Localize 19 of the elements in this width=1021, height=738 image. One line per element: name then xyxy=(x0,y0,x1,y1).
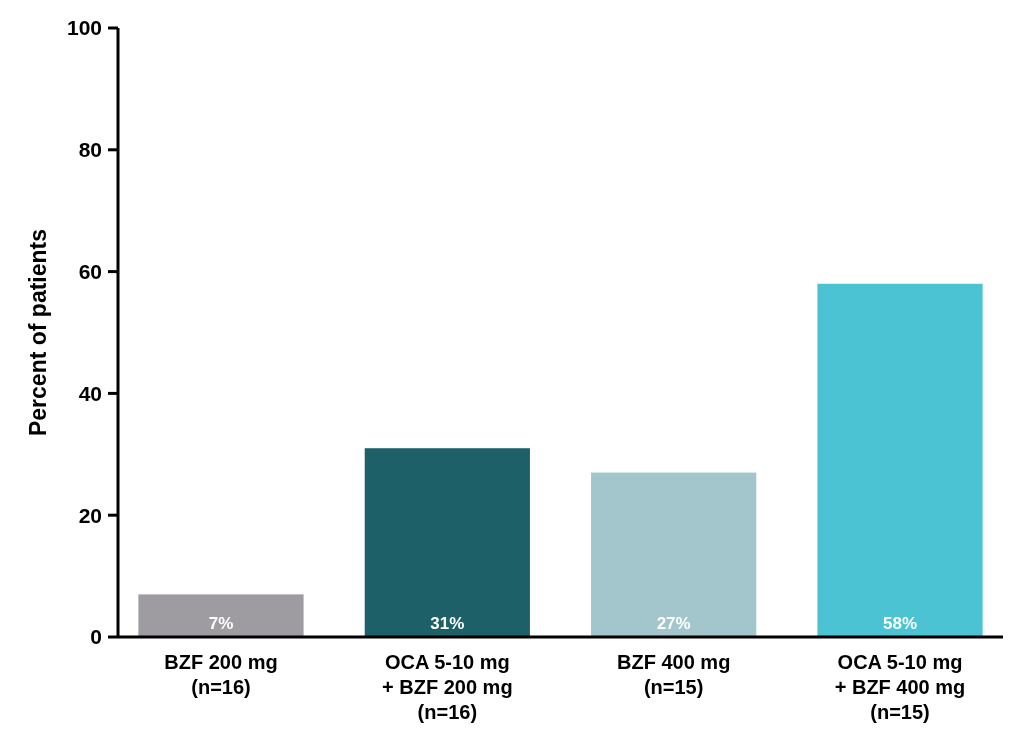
y-tick-label: 100 xyxy=(66,16,102,40)
y-tick-label: 0 xyxy=(90,625,102,649)
bar xyxy=(364,448,530,637)
x-tick-label: OCA 5-10 mg + BZF 400 mg (n=15) xyxy=(834,651,966,723)
data-label: 27% xyxy=(656,614,691,633)
x-tick-label: BZF 200 mg (n=16) xyxy=(164,651,278,698)
data-label: 58% xyxy=(883,614,918,633)
x-tick-label: OCA 5-10 mg + BZF 200 mg (n=16) xyxy=(382,651,513,723)
bar xyxy=(591,472,757,637)
y-tick-label: 20 xyxy=(78,503,102,527)
y-tick-label: 60 xyxy=(78,259,102,283)
y-tick-label: 80 xyxy=(78,138,102,162)
data-label: 31% xyxy=(430,614,465,633)
data-label: 7% xyxy=(208,614,234,633)
y-tick-label: 40 xyxy=(78,381,102,405)
bar xyxy=(817,283,983,637)
y-axis-title: Percent of patients xyxy=(25,228,51,437)
bar xyxy=(138,594,304,637)
x-tick-label: BZF 400 mg (n=15) xyxy=(616,651,731,698)
